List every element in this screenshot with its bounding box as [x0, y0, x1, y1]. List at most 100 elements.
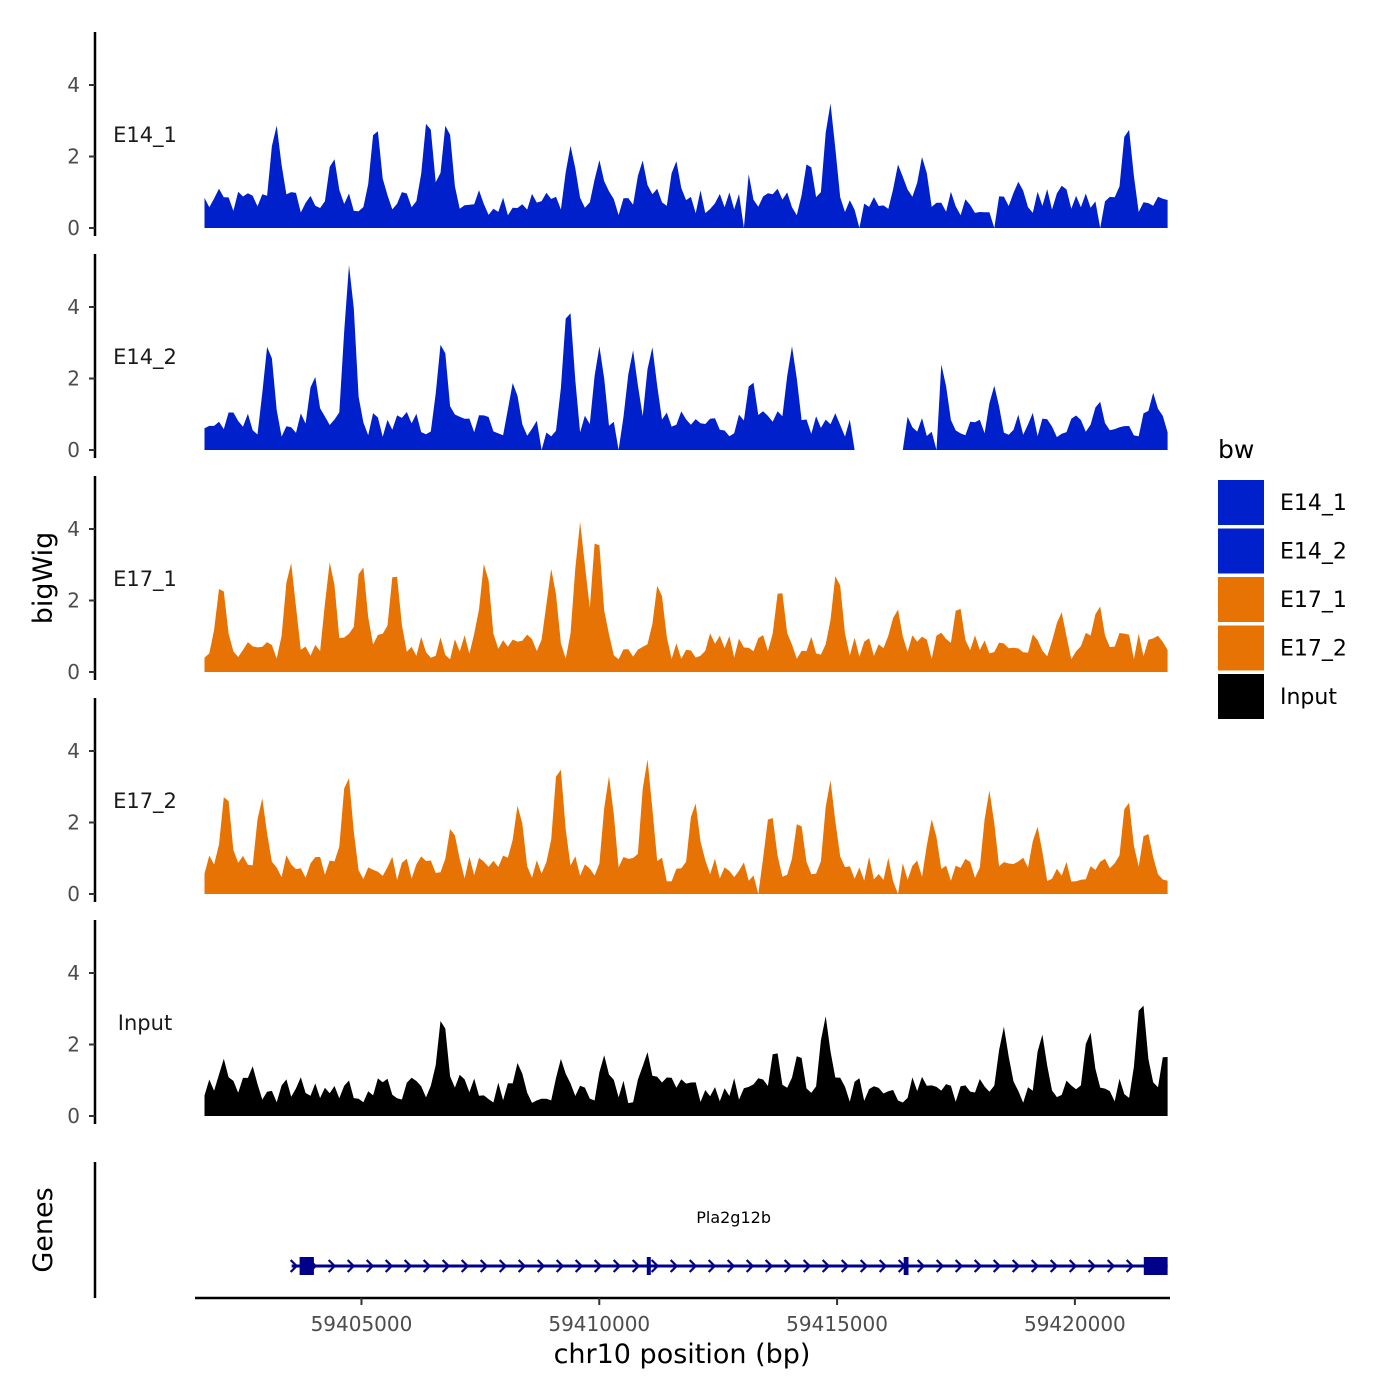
strand-arrow: [536, 1259, 546, 1273]
genes-track: Genes Pla2g12b: [28, 1162, 1168, 1298]
strand-arrow: [555, 1259, 565, 1273]
track-Input: 0 2 4 Input: [67, 920, 1168, 1128]
legend-label-E14_1: E14_1: [1280, 491, 1347, 516]
legend-label-Input: Input: [1280, 685, 1337, 710]
strand-arrow: [650, 1259, 660, 1273]
strand-arrow: [859, 1259, 869, 1273]
strand-arrow: [327, 1259, 337, 1273]
strand-arrow: [1125, 1259, 1135, 1273]
strand-arrow: [346, 1259, 356, 1273]
x-tick-label: 59410000: [548, 1312, 650, 1336]
legend-swatch-E17_2: [1218, 625, 1264, 671]
gene-exon: [1143, 1257, 1168, 1275]
y-tick-label: 4: [67, 739, 80, 763]
legend-label-E17_2: E17_2: [1280, 637, 1347, 662]
strand-arrow: [384, 1259, 394, 1273]
strand-arrow: [707, 1259, 717, 1273]
track-label-E17_2: E17_2: [113, 789, 177, 814]
strand-arrow: [574, 1259, 584, 1273]
genes-axis-title: Genes: [28, 1187, 59, 1272]
gene-name-label: Pla2g12b: [696, 1208, 771, 1227]
strand-arrow: [460, 1259, 470, 1273]
strand-arrow: [764, 1259, 774, 1273]
x-tick-label: 59405000: [311, 1312, 413, 1336]
legend-swatch-E14_2: [1218, 528, 1264, 574]
signal-area-E14_1: [204, 103, 1168, 228]
track-label-E17_1: E17_1: [113, 567, 177, 592]
strand-arrow: [403, 1259, 413, 1273]
legend-swatch-Input: [1218, 674, 1264, 719]
strand-arrow: [916, 1259, 926, 1273]
strand-arrow: [726, 1259, 736, 1273]
strand-arrow: [365, 1259, 375, 1273]
x-axis-title: chr10 position (bp): [554, 1339, 811, 1370]
strand-arrow: [669, 1259, 679, 1273]
y-tick-label: 2: [67, 145, 80, 169]
y-tick-label: 4: [67, 961, 80, 985]
signal-area-E17_1: [204, 521, 1168, 672]
track-label-Input: Input: [118, 1011, 172, 1035]
signal-tracks: 0 2 4 E14_1 0 2 4 E14_2 0 2 4 E17_1 0 2 4 E17_2 0 2 4 Input: [67, 32, 1168, 1128]
legend-swatch-E14_1: [1218, 480, 1264, 525]
strand-arrow: [289, 1259, 299, 1273]
strand-arrow: [745, 1259, 755, 1273]
strand-arrow: [517, 1259, 527, 1273]
legend: bw E14_1 E14_2 E17_1 E17_2 Input: [1218, 435, 1347, 719]
strand-arrow: [1011, 1259, 1021, 1273]
track-E17_2: 0 2 4 E17_2: [67, 698, 1168, 906]
legend-label-E17_1: E17_1: [1280, 588, 1347, 613]
legend-swatch-E17_1: [1218, 577, 1264, 622]
strand-arrow: [1030, 1259, 1040, 1273]
signal-area-E17_2: [204, 759, 1168, 894]
x-tick-label: 59420000: [1024, 1312, 1126, 1336]
track-E14_1: 0 2 4 E14_1: [67, 32, 1168, 240]
strand-arrow: [479, 1259, 489, 1273]
track-label-E14_2: E14_2: [113, 345, 177, 370]
strand-arrow: [1049, 1259, 1059, 1273]
strand-arrow: [631, 1259, 641, 1273]
y-tick-label: 2: [67, 589, 80, 613]
track-E17_1: 0 2 4 E17_1: [67, 476, 1168, 684]
y-tick-label: 0: [67, 1104, 80, 1128]
gene-exon: [299, 1257, 314, 1275]
strand-arrow: [1087, 1259, 1097, 1273]
signal-area-E14_2: [204, 265, 1168, 450]
y-tick-label: 0: [67, 216, 80, 240]
y-tick-label: 0: [67, 438, 80, 462]
strand-arrow: [935, 1259, 945, 1273]
y-axis-title: bigWig: [28, 532, 59, 625]
y-tick-label: 4: [67, 295, 80, 319]
strand-arrow: [498, 1259, 508, 1273]
x-axis: chr10 position (bp) 59405000 59410000 5941…: [195, 1296, 1170, 1370]
strand-arrow: [992, 1259, 1002, 1273]
y-tick-label: 0: [67, 660, 80, 684]
track-E14_2: 0 2 4 E14_2: [67, 254, 1168, 462]
legend-label-E14_2: E14_2: [1280, 540, 1347, 565]
strand-arrow: [973, 1259, 983, 1273]
strand-arrow: [840, 1259, 850, 1273]
y-tick-label: 4: [67, 73, 80, 97]
y-tick-label: 0: [67, 882, 80, 906]
gene-exon: [646, 1257, 651, 1275]
y-tick-label: 2: [67, 367, 80, 391]
strand-arrow: [593, 1259, 603, 1273]
signal-area-Input: [204, 1005, 1168, 1116]
strand-arrow: [612, 1259, 622, 1273]
strand-arrow: [1106, 1259, 1116, 1273]
y-tick-label: 4: [67, 517, 80, 541]
strand-arrow: [688, 1259, 698, 1273]
gene-exon: [903, 1257, 909, 1275]
track-label-E14_1: E14_1: [113, 123, 177, 148]
strand-arrow: [802, 1259, 812, 1273]
strand-arrow: [821, 1259, 831, 1273]
strand-arrow: [954, 1259, 964, 1273]
strand-arrow: [1068, 1259, 1078, 1273]
y-tick-label: 2: [67, 1033, 80, 1057]
strand-arrow: [441, 1259, 451, 1273]
strand-arrow: [878, 1259, 888, 1273]
strand-arrow: [422, 1259, 432, 1273]
y-tick-label: 2: [67, 811, 80, 835]
x-tick-label: 59415000: [786, 1312, 888, 1336]
legend-title: bw: [1218, 435, 1254, 464]
